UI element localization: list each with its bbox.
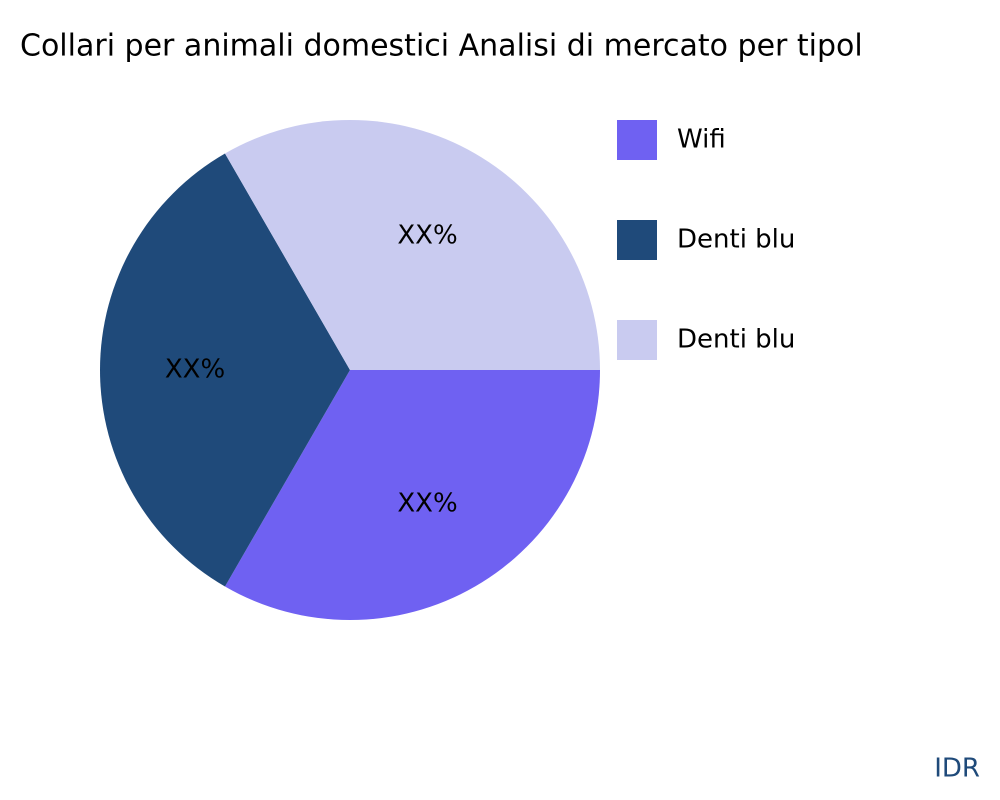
legend-label: Denti blu [677,225,795,255]
legend-swatch [617,320,657,360]
slice-label: XX% [397,220,457,250]
chart-title: Collari per animali domestici Analisi di… [20,29,863,64]
pie-slice [225,119,600,370]
legend-swatch [617,220,657,260]
pie-slice [225,370,600,620]
legend-label: Denti blu [677,325,795,355]
legend-swatch [617,120,657,160]
watermark: IDR [934,754,980,784]
slice-label: XX% [397,489,457,519]
slice-label: XX% [165,355,225,385]
legend-label: Wifi [677,125,726,155]
